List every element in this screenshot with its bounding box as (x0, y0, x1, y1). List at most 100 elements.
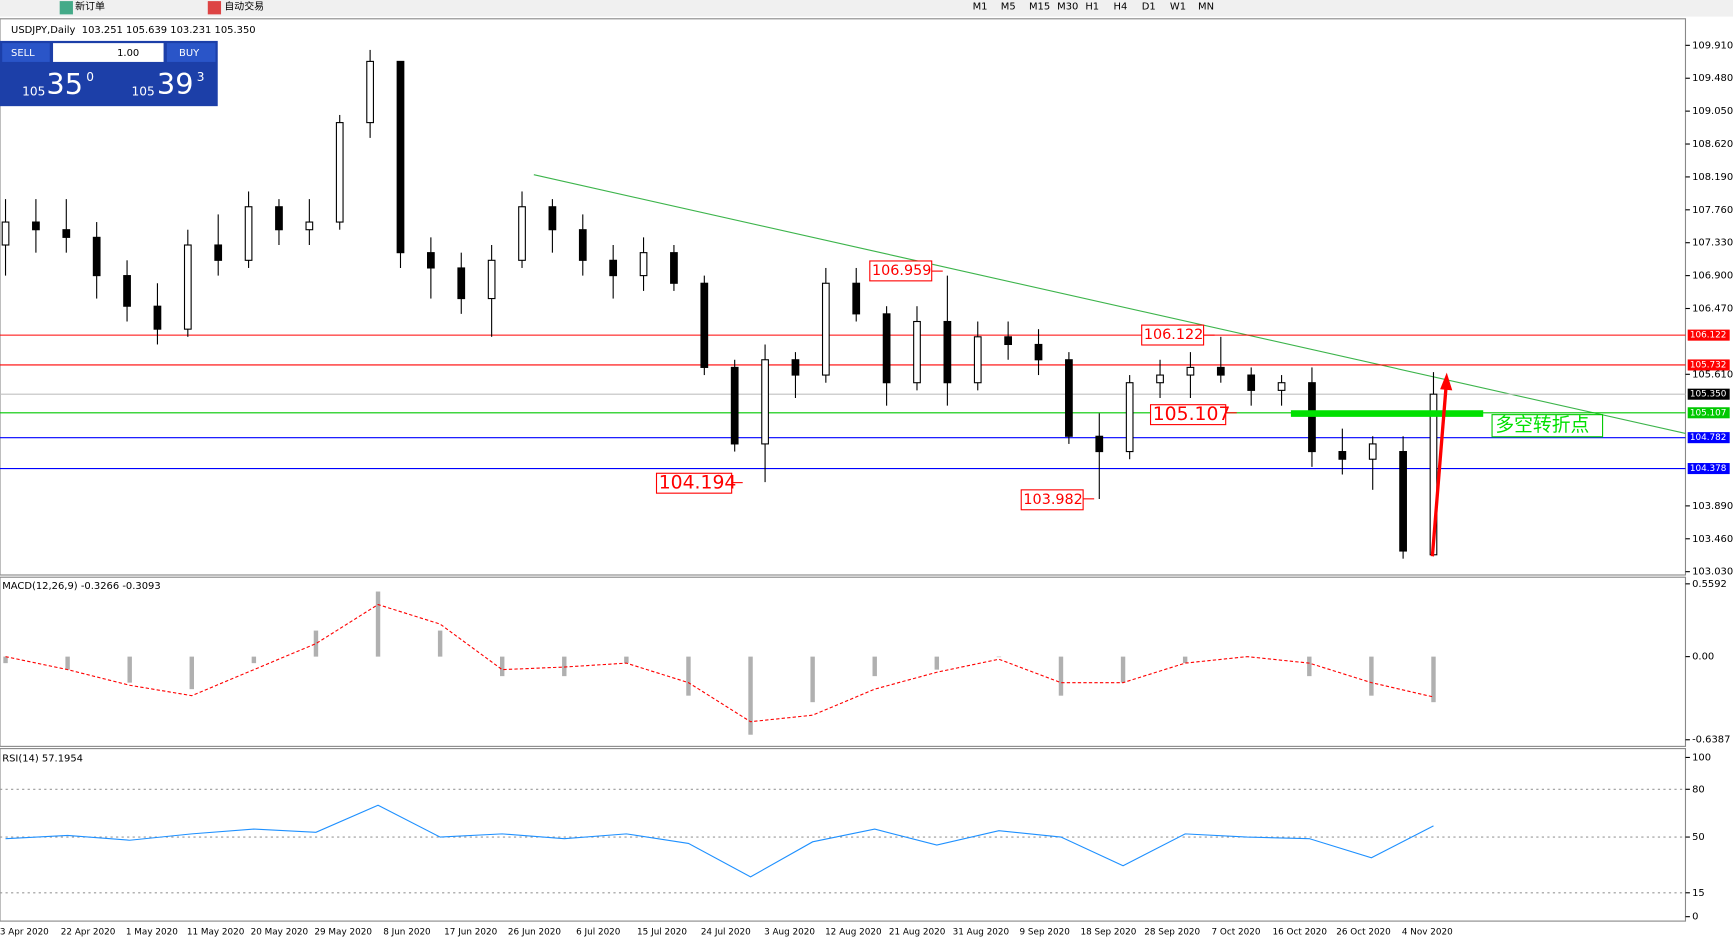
level-label: 105.732 (1690, 360, 1727, 370)
macd-bar (624, 656, 629, 664)
timeframe[interactable]: M15 (1029, 2, 1050, 13)
macd-bar (810, 656, 815, 703)
x-tick-label: 4 Nov 2020 (1402, 928, 1453, 938)
bid-pips: 35 (46, 67, 83, 101)
rsi-title: RSI(14) 57.1954 (2, 754, 83, 765)
sell-button[interactable] (2, 43, 50, 62)
plot: 109.910 109.480 109.050 108.620 108.190 107.7… (0, 40, 1733, 938)
macd-bar (934, 656, 940, 670)
x-tick-label: 21 Aug 2020 (889, 928, 946, 938)
x-tick-label: 7 Oct 2020 (1211, 928, 1260, 938)
candle-body (730, 366, 739, 445)
candle-body (973, 336, 982, 384)
level-tag (1687, 329, 1730, 341)
x-tick-label: 26 Jun 2020 (508, 928, 561, 938)
y-tick-label: 103.460 (1692, 534, 1733, 545)
x-tick-label: 12 Aug 2020 (825, 928, 882, 938)
candle-body (943, 320, 952, 384)
timeframe[interactable]: M1 (973, 2, 988, 13)
level-tag (1687, 359, 1730, 371)
level-label: 105.350 (1690, 390, 1727, 400)
price-label-box (655, 472, 733, 494)
macd-bar (1058, 656, 1064, 696)
candle-body (1125, 382, 1134, 453)
candle-body (578, 229, 587, 261)
candle-body (852, 282, 861, 315)
rsi-panel (0, 748, 1687, 922)
y-tick-label: 108.620 (1692, 139, 1733, 150)
candle-body (609, 259, 618, 277)
candle-body (700, 282, 709, 368)
candle-body (1156, 374, 1164, 384)
candle-body (1368, 443, 1377, 460)
macd-bar (65, 656, 70, 670)
new-order[interactable]: 新订单 (75, 0, 105, 13)
macd-bar (375, 591, 381, 657)
timeframe[interactable]: M30 (1057, 2, 1078, 13)
price-label-box (1020, 489, 1084, 511)
macd-bar (499, 656, 505, 677)
timeframe[interactable]: M5 (1001, 2, 1016, 13)
rsi-line (5, 804, 1434, 878)
symbol: USDJPY,Daily (11, 25, 75, 36)
macd-bar (562, 656, 567, 677)
buy[interactable]: BUY (179, 48, 200, 59)
x-tick-label: 3 Apr 2020 (0, 928, 49, 938)
candle-body (1186, 366, 1195, 376)
annotation: 多空转折点 (1495, 414, 1589, 436)
rsi-tick-label: 100 (1692, 752, 1711, 763)
macd-bar (1120, 656, 1126, 683)
candle-body (92, 236, 101, 277)
macd-bar (872, 656, 877, 677)
candle-body (761, 359, 769, 445)
y-tick-label: 108.190 (1692, 172, 1733, 183)
candle-body (62, 229, 71, 238)
y-tick-label: 107.760 (1692, 205, 1733, 216)
timeframe[interactable]: W1 (1170, 2, 1186, 13)
arrow-head (1440, 372, 1453, 391)
price-label-box (1149, 404, 1227, 426)
sell[interactable]: SELL (11, 48, 35, 59)
level-tag (1687, 463, 1730, 475)
bid-big: 105 (22, 84, 45, 98)
level-tag (1687, 388, 1730, 400)
candle-body (548, 206, 557, 231)
timeframe[interactable]: H1 (1085, 2, 1099, 13)
auto-trading[interactable]: 自动交易 (224, 0, 264, 13)
y-tick-label: 106.470 (1692, 304, 1733, 315)
candle-body (396, 60, 405, 254)
lots[interactable]: 1.00 (117, 48, 139, 59)
x-tick-label: 18 Sep 2020 (1080, 928, 1136, 938)
candle-body (487, 259, 496, 300)
macd-title: MACD(12,26,9) -0.3266 -0.3093 (2, 581, 160, 592)
x-tick-label: 16 Oct 2020 (1272, 928, 1327, 938)
y-tick-label: 109.910 (1692, 40, 1733, 51)
candle-body (275, 206, 283, 231)
macd-bar (1307, 656, 1312, 677)
x-tick-label: 17 Jun 2020 (444, 928, 497, 938)
x-tick-label: 15 Jul 2020 (637, 928, 687, 938)
candle-body (153, 305, 162, 330)
timeframe[interactable]: H4 (1114, 2, 1128, 13)
macd-tick-label: 0.5592 (1692, 579, 1727, 590)
x-tick-label: 20 May 2020 (251, 928, 309, 938)
auto-trading-icon[interactable] (207, 1, 222, 15)
candle-body (427, 252, 435, 269)
candle-body (1004, 336, 1013, 346)
timeframe[interactable]: D1 (1142, 2, 1156, 13)
macd-bar (251, 656, 257, 664)
candle-body (1034, 343, 1043, 361)
macd-bar (437, 630, 443, 657)
candle-body (1338, 451, 1347, 460)
x-tick-label: 31 Aug 2020 (953, 928, 1010, 938)
x-tick-label: 24 Jul 2020 (701, 928, 751, 938)
rsi-tick-label: 80 (1692, 784, 1705, 795)
lots-input[interactable] (53, 43, 164, 62)
rsi-tick-label: 50 (1692, 832, 1705, 843)
y-tick-label: 109.050 (1692, 106, 1733, 117)
timeframe[interactable]: MN (1198, 2, 1214, 13)
new-order-icon[interactable] (59, 1, 73, 15)
ohlc: 103.251 105.639 103.231 105.350 (82, 25, 256, 36)
buy-button[interactable] (166, 43, 216, 62)
